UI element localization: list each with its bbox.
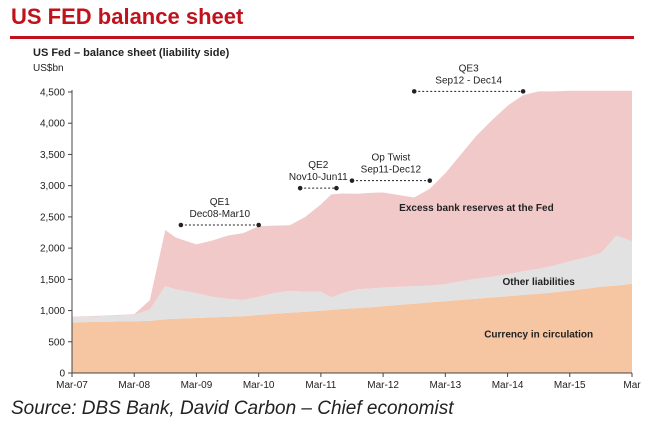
annotation-start-dot	[178, 222, 184, 228]
x-tick-label: Mar-08	[118, 380, 150, 391]
y-tick-label: 2,000	[40, 244, 65, 255]
x-tick-label: Mar-10	[243, 380, 275, 391]
annotation-start-dot	[349, 178, 355, 183]
annotation-start-dot	[411, 89, 417, 94]
annotation-end-dot	[334, 185, 339, 191]
x-tick-label: Mar-12	[367, 380, 399, 391]
annotation-end-dot	[256, 222, 261, 228]
chart-title: US Fed – balance sheet (liability side)	[33, 47, 230, 59]
annotation-start-dot	[297, 185, 303, 191]
x-tick-label: Mar-13	[429, 380, 461, 391]
annotation-end-dot	[427, 178, 433, 183]
annotation-period: Sep12 - Dec14	[435, 75, 502, 86]
y-tick-label: 4,000	[40, 119, 65, 130]
y-tick-label: 4,500	[40, 88, 65, 99]
annotation-label: Op Twist	[372, 153, 411, 164]
x-tick-label: Mar-14	[492, 380, 524, 391]
annotation-end-dot	[520, 89, 526, 94]
area-series-1	[72, 235, 632, 323]
y-tick-label: 3,000	[40, 181, 65, 192]
annotation-label: QE1	[210, 197, 230, 208]
series-label-2: Excess bank reserves at the Fed	[399, 203, 554, 214]
annotation-label: QE3	[459, 63, 479, 74]
area-series-0	[72, 283, 632, 373]
area-layers	[72, 90, 632, 373]
page-title: US FED balance sheet	[11, 4, 244, 29]
axes: 0 500 1,000 1,500 2,000 2,500 3,000 3,500 4,000 4…	[40, 88, 641, 392]
annotation-label: QE2	[308, 160, 328, 171]
series-label-1: Other liabilities	[503, 277, 576, 288]
annotation-period: Dec08-Mar10	[189, 209, 250, 220]
y-tick-label: 2,500	[40, 212, 65, 223]
series-labels: Currency in circulation Other liabilities…	[399, 203, 593, 340]
annotation-period: Sep11-Dec12	[361, 165, 422, 176]
annotation-period: Nov10-Jun11	[289, 172, 348, 183]
y-tick-label: 0	[59, 369, 65, 380]
x-tick-label: Mar-07	[56, 380, 88, 391]
series-label-0: Currency in circulation	[484, 329, 593, 340]
x-tick-label: Mar-11	[305, 380, 336, 391]
y-tick-label: 1,000	[40, 306, 65, 317]
source-note: Source: DBS Bank, David Carbon – Chief e…	[11, 398, 454, 419]
x-tick-label: Mar-09	[181, 380, 213, 391]
x-tick-label: Mar-15	[554, 380, 586, 391]
y-axis-unit-label: US$bn	[33, 63, 64, 74]
area-series-2	[72, 90, 632, 318]
y-tick-label: 1,500	[40, 275, 65, 286]
y-tick-label: 3,500	[40, 150, 65, 161]
x-tick-label: Mar	[623, 380, 641, 391]
y-tick-label: 500	[48, 337, 65, 348]
title-rule	[10, 36, 634, 39]
